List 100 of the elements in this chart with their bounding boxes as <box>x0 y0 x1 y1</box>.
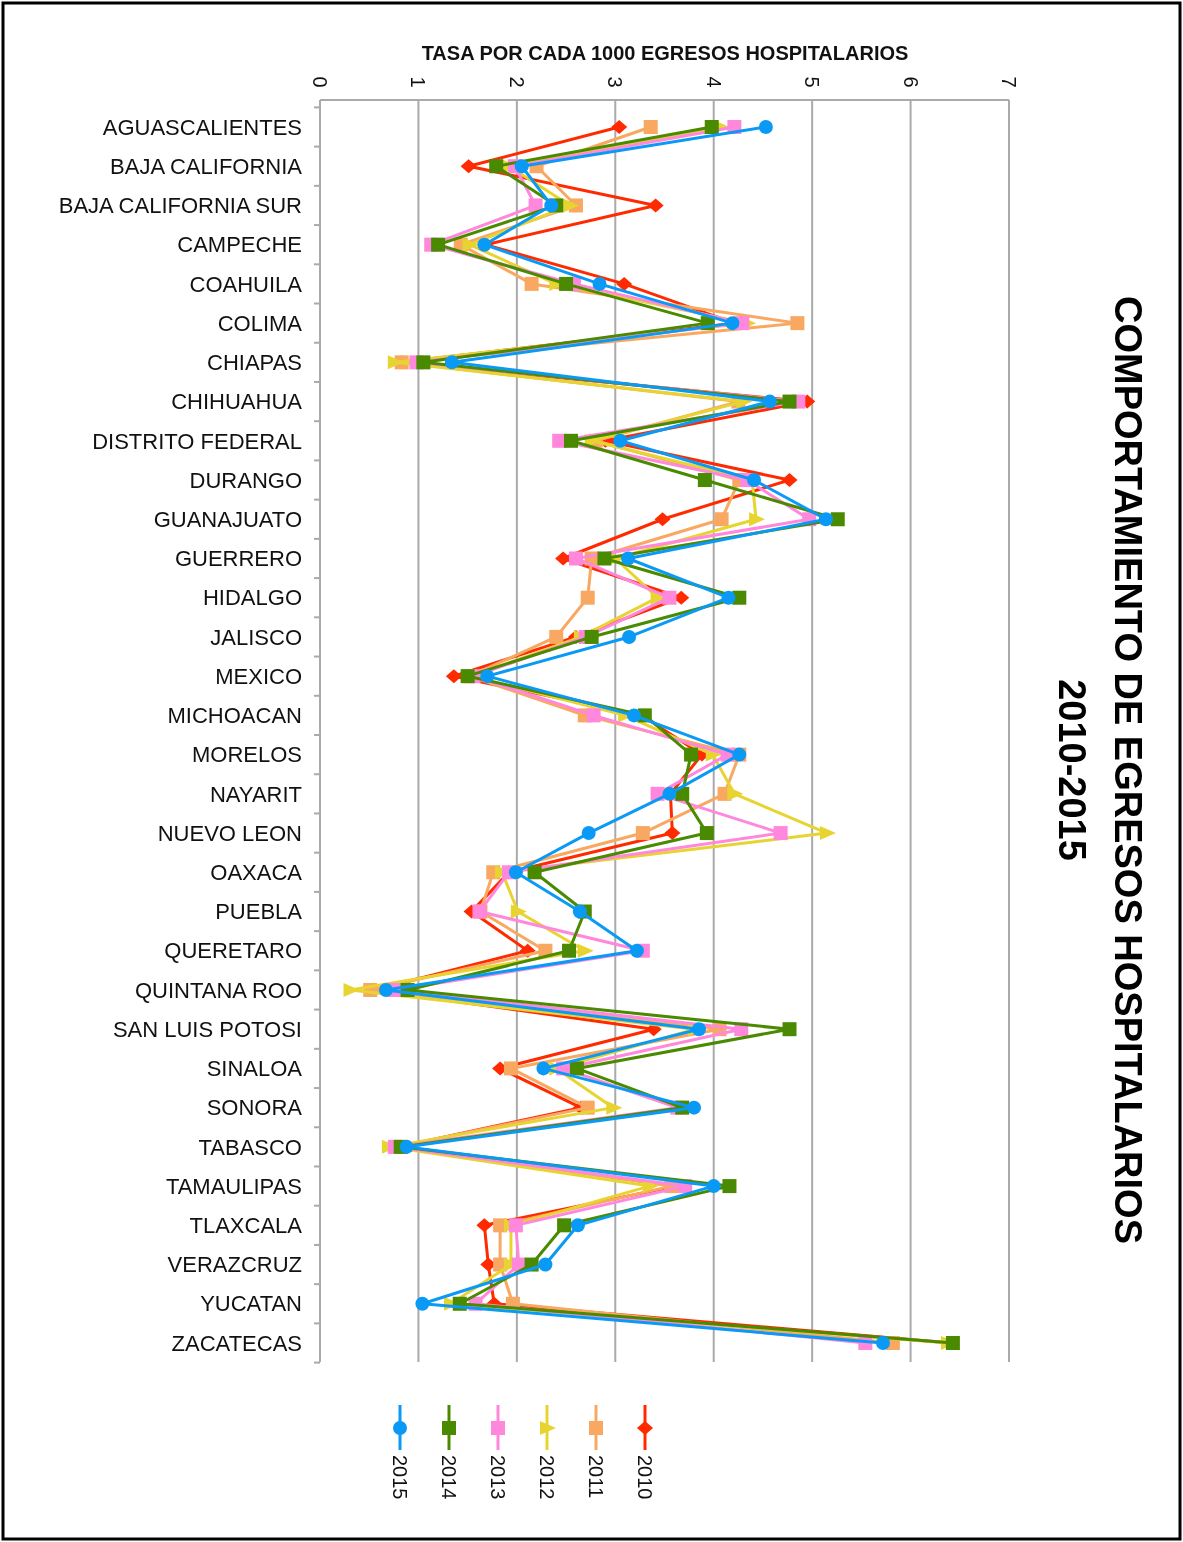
point <box>662 590 677 605</box>
x-tick-label: 4 <box>702 76 725 88</box>
legend-label: 2014 <box>438 1455 460 1500</box>
y-tick-label: SAN LUIS POTOSI <box>112 1016 302 1042</box>
point <box>830 512 845 527</box>
point <box>508 865 523 880</box>
point <box>584 629 599 644</box>
point <box>721 590 736 605</box>
point <box>697 473 712 488</box>
point <box>445 669 462 684</box>
y-tick-label: SINALOA <box>206 1056 303 1082</box>
point <box>727 786 744 801</box>
point <box>544 198 559 213</box>
x-tick-label: 1 <box>407 76 430 88</box>
point <box>503 1061 518 1076</box>
point <box>611 120 628 134</box>
point <box>399 1139 414 1154</box>
point <box>510 904 527 919</box>
point <box>876 1336 891 1350</box>
point <box>699 826 714 841</box>
point <box>514 159 529 174</box>
point <box>524 276 539 291</box>
y-tick-label: QUERETARO <box>164 938 302 964</box>
y-tick-label: NUEVO LEON <box>157 820 302 846</box>
point <box>527 865 542 880</box>
point <box>629 943 644 958</box>
point <box>586 708 601 723</box>
point <box>722 1179 737 1194</box>
point <box>559 276 574 291</box>
point <box>508 1218 523 1233</box>
point <box>431 237 446 252</box>
y-tick-label: MEXICO <box>215 663 302 689</box>
point <box>378 982 393 997</box>
x-tick-label: 2 <box>505 76 528 88</box>
y-tick-label: SONORA <box>206 1095 303 1121</box>
x-tick-label: 5 <box>801 76 824 88</box>
y-tick-label: JALISCO <box>210 624 302 650</box>
x-tick-label: 0 <box>309 76 331 88</box>
point <box>635 826 650 841</box>
point <box>569 1061 584 1076</box>
point <box>416 355 431 370</box>
text: COMPORTAMIENTO DE EGRESOS HOSPITALARIOS <box>1106 296 1149 1244</box>
point <box>684 747 699 762</box>
point <box>557 1218 572 1233</box>
point <box>572 904 587 919</box>
point <box>563 433 578 448</box>
y-tick-label: AGUASCALIENTES <box>102 114 302 140</box>
point <box>782 394 797 409</box>
point <box>687 1100 702 1115</box>
y-tick-label: DISTRITO FEDERAL <box>92 428 302 454</box>
point <box>706 1179 721 1194</box>
point <box>568 551 583 566</box>
point <box>480 669 495 684</box>
legend-label: 2013 <box>487 1455 509 1500</box>
point <box>444 355 459 370</box>
point <box>597 551 612 566</box>
point <box>782 1022 797 1037</box>
legend-label: 2012 <box>536 1455 558 1500</box>
point <box>647 198 664 213</box>
point <box>626 708 641 723</box>
x-axis-title: TASA POR CADA 1000 EGRESOS HOSPITALARIOS <box>421 42 909 64</box>
point <box>622 629 637 644</box>
y-tick-label: TABASCO <box>198 1134 302 1160</box>
y-tick-label: QUINTANA ROO <box>134 977 302 1003</box>
legend-label: 2015 <box>389 1455 411 1500</box>
point <box>790 316 805 331</box>
point <box>562 943 577 958</box>
y-tick-label: OAXACA <box>210 859 303 885</box>
point <box>654 512 671 527</box>
x-tick-label: 6 <box>899 76 922 88</box>
point <box>580 590 595 605</box>
point <box>476 1218 493 1233</box>
y-tick-label: COLIMA <box>217 310 303 336</box>
legend-label: 2010 <box>634 1455 656 1500</box>
point <box>536 1061 551 1076</box>
point <box>762 394 777 409</box>
point <box>664 826 681 841</box>
point <box>819 826 836 841</box>
y-tick-label: MICHOACAN <box>167 703 302 729</box>
x-tick-label: 3 <box>604 76 627 88</box>
point <box>704 120 719 134</box>
y-tick-label: CAMPECHE <box>177 232 302 258</box>
point <box>460 159 477 174</box>
y-tick-label: DURANGO <box>189 467 302 493</box>
point <box>563 198 580 213</box>
y-tick-label: ZACATECAS <box>171 1330 302 1356</box>
y-tick-label: YUCATAN <box>200 1291 302 1317</box>
legend-label: 2011 <box>585 1455 607 1499</box>
point <box>613 433 628 448</box>
point <box>462 237 479 252</box>
y-tick-label: NAYARIT <box>209 781 302 807</box>
y-tick-label: VERAZCRUZ <box>167 1252 302 1278</box>
point <box>621 551 636 566</box>
text: 2010-2015 <box>1050 679 1093 861</box>
y-tick-label: TLAXCALA <box>189 1213 303 1239</box>
y-tick-label: BAJA CALIFORNIA SUR <box>58 193 302 219</box>
point <box>538 1257 553 1272</box>
y-tick-label: PUEBLA <box>215 899 303 925</box>
y-tick-label: HIDALGO <box>202 585 302 611</box>
y-tick-label: MORELOS <box>191 742 302 768</box>
